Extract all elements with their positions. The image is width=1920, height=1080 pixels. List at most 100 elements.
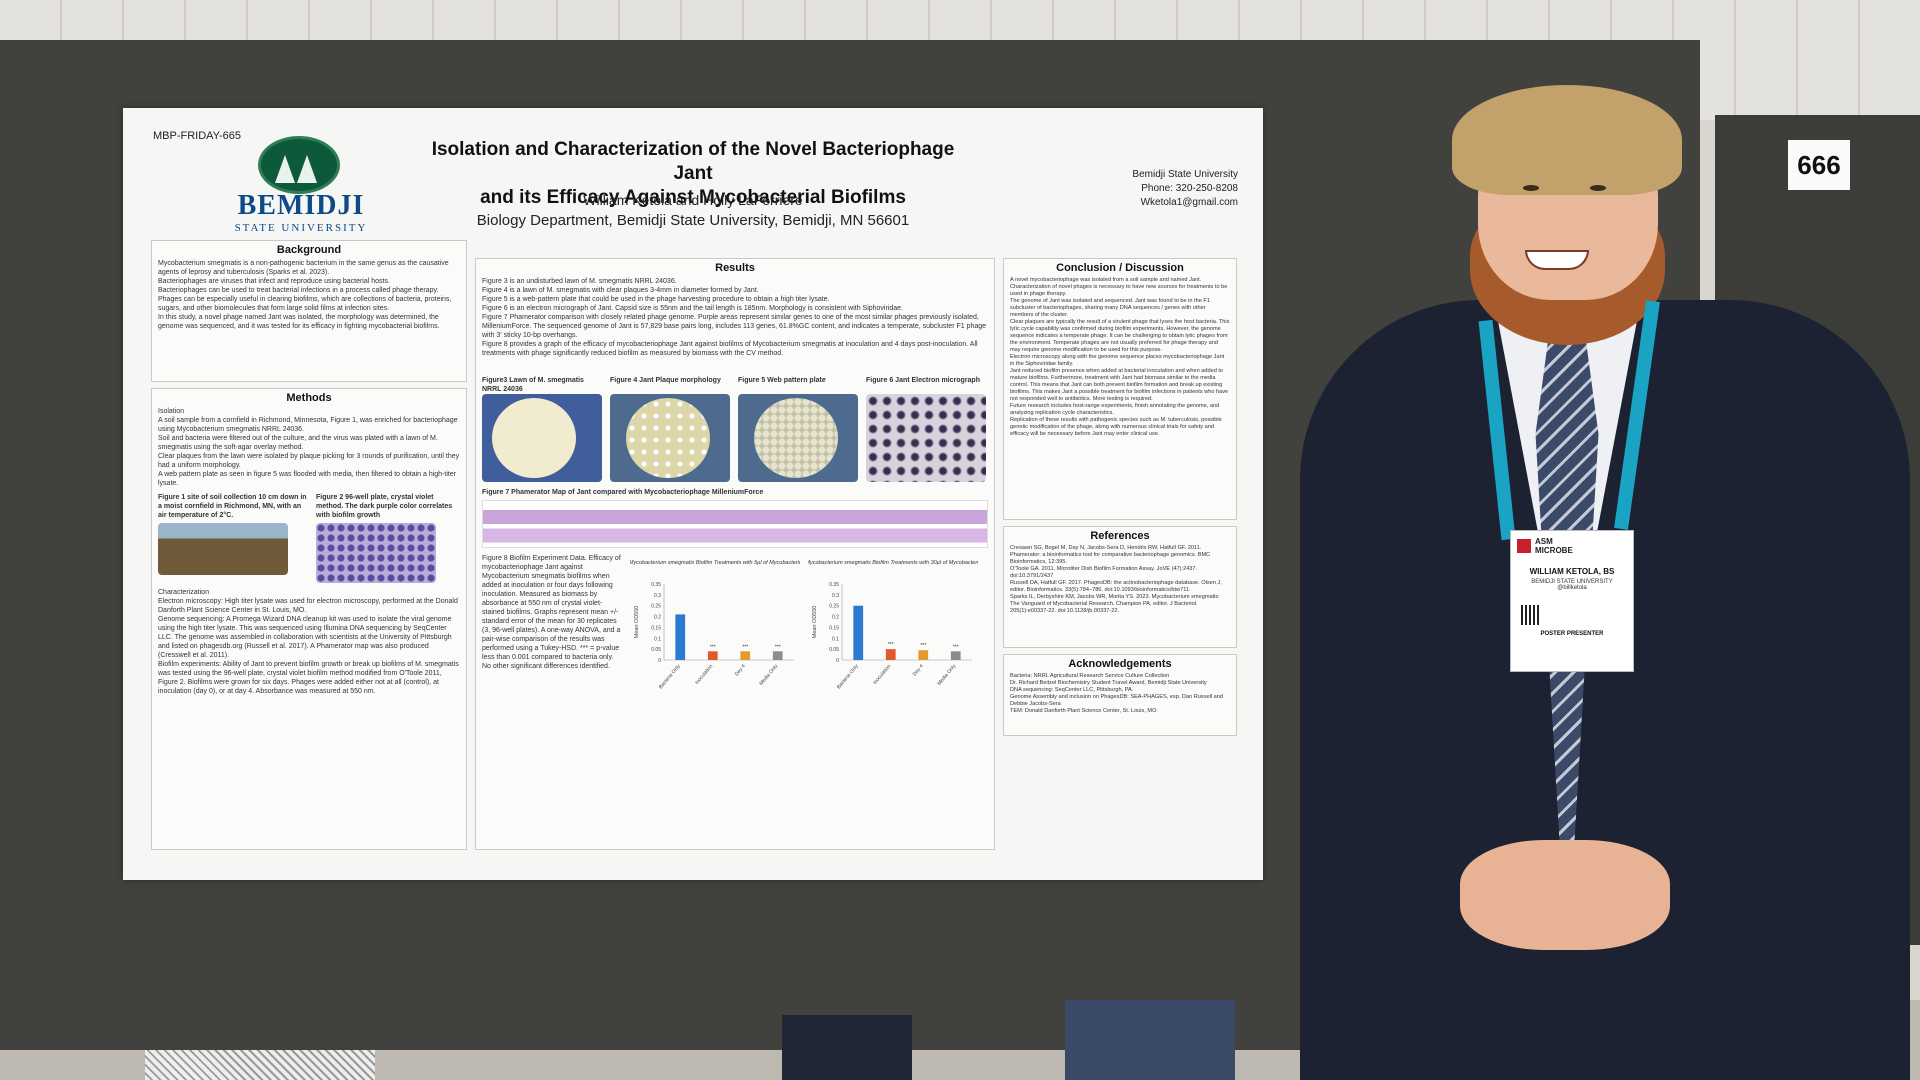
- bullet-item: Bacteriophages are viruses that infect a…: [158, 278, 390, 285]
- bullet-item: Figure 5 is a web-pattern plate that cou…: [482, 296, 830, 303]
- y-axis-label: Mean OD550: [812, 606, 818, 639]
- well-plate-photo: [316, 523, 436, 583]
- bystander-dress: [145, 1050, 375, 1080]
- ack-item: TEM: Donald Danforth Plant Science Cente…: [1010, 708, 1157, 714]
- asm-logo-icon: [1517, 539, 1531, 553]
- figure-8: Figure 8 Biofilm Experiment Data. Effica…: [476, 548, 994, 710]
- conclusion-heading: Conclusion / Discussion: [1056, 262, 1184, 274]
- subsection-label: Isolation: [158, 408, 185, 415]
- badge-role: POSTER PRESENTER: [1540, 631, 1604, 637]
- petri-plate: [626, 398, 710, 478]
- bullet-item: Replication of these results with pathog…: [1010, 417, 1222, 437]
- badge-affiliation: BEMIDJI STATE UNIVERSITY: [1531, 579, 1613, 585]
- bar: [853, 605, 864, 660]
- references-panel: References Cresawn SG, Bogel M, Day N, J…: [1003, 526, 1237, 648]
- x-tick-label: Bacteria Only: [658, 663, 682, 690]
- y-tick-label: 0.35: [829, 582, 839, 588]
- references-heading: References: [1090, 530, 1150, 542]
- methods-heading: Methods: [286, 392, 332, 404]
- y-tick-label: 0.15: [651, 625, 661, 631]
- biofilm-chart-5ul: Mycobacterium smegmatis Biofilm Treatmen…: [630, 560, 800, 690]
- x-tick-label: Media Only: [936, 663, 957, 687]
- figure-3-title: Figure3 Lawn of M. smegmatis NRRL 24036: [482, 377, 584, 393]
- bullet-item: Genome sequencing: A Promega Wizard DNA …: [158, 616, 452, 659]
- y-tick-label: 0.2: [832, 615, 839, 621]
- bar: [950, 651, 961, 660]
- figure-2-caption: Figure 2 96-well plate, crystal violet m…: [316, 494, 453, 519]
- ack-item: Genome Assembly and inclusion on PhagesD…: [1010, 694, 1223, 707]
- bullet-item: A novel mycobacteriophage was isolated f…: [1010, 277, 1202, 283]
- figure-6: Figure 6 Jant Electron micrograph: [866, 376, 988, 482]
- significance-label: ***: [920, 643, 926, 649]
- reference-item: Cresawn SG, Bogel M, Day N, Jacobs-Sera …: [1010, 545, 1211, 565]
- plate-figures: Figure3 Lawn of M. smegmatis NRRL 24036 …: [476, 376, 994, 482]
- x-tick-label: Media Only: [758, 663, 779, 687]
- university-name: BEMIDJI: [237, 190, 365, 221]
- bullet-item: Clear plaques from the lawn were isolate…: [158, 453, 460, 469]
- results-panel: Results Figure 3 is an undisturbed lawn …: [475, 258, 995, 850]
- background-panel: Background Mycobacterium smegmatis is a …: [151, 240, 467, 382]
- significance-label: ***: [775, 644, 781, 650]
- bullet-item: Figure 3 is an undisturbed lawn of M. sm…: [482, 278, 677, 285]
- acknowledgements-list: Bacteria: NRRL Agricultural Research Ser…: [1004, 670, 1236, 718]
- ack-item: Dr. Richard Beitzel Biochemistry Student…: [1010, 680, 1207, 686]
- y-tick-label: 0.3: [832, 593, 839, 599]
- qr-code-icon: [1521, 605, 1541, 625]
- conclusion-list: A novel mycobacteriophage was isolated f…: [1004, 274, 1236, 441]
- bullet-item: A soil sample from a cornfield in Richmo…: [158, 417, 458, 433]
- electron-micrograph: [866, 394, 986, 482]
- bullet-item: A web pattern plate as seen in figure 5 …: [158, 471, 457, 487]
- university-subname: STATE UNIVERSITY: [234, 222, 368, 234]
- badge-org-line: ASM: [1535, 537, 1553, 546]
- conclusion-panel: Conclusion / Discussion A novel mycobact…: [1003, 258, 1237, 520]
- bullet-item: Bacteriophages can be used to treat bact…: [158, 287, 439, 294]
- bullet-item: Electron microscopy: High titer lysate w…: [158, 598, 458, 614]
- badge-org: ASM MICROBE: [1535, 537, 1573, 555]
- bystander-legs: [782, 1015, 912, 1080]
- figure-4-title: Figure 4 Jant Plaque morphology: [610, 377, 721, 384]
- x-tick-label: Bacteria Only: [836, 663, 860, 690]
- name-badge: ASM MICROBE WILLIAM KETOLA, BS BEMIDJI S…: [1510, 530, 1634, 672]
- chart-title: Mycobacterium smegmatis Biofilm Treatmen…: [630, 560, 800, 566]
- bullet-item: In this study, a novel phage named Jant …: [158, 314, 440, 330]
- bullet-item: Clear plaques are typically the result o…: [1010, 319, 1230, 353]
- bullet-item: Phages can be especially useful in clear…: [158, 296, 452, 312]
- figure-8-caption: Figure 8 Biofilm Experiment Data. Effica…: [482, 555, 621, 670]
- badge-handle: @billketola: [1557, 585, 1587, 591]
- bar: [885, 649, 896, 660]
- characterization-list: Characterization Electron microscopy: Hi…: [152, 585, 466, 699]
- significance-label: ***: [742, 644, 748, 650]
- bystander-legs: [1065, 1000, 1235, 1080]
- ack-item: DNA sequencing: SeqCenter LLC, Pittsburg…: [1010, 687, 1134, 693]
- methods-figures: Figure 1 site of soil collection 10 cm d…: [152, 491, 466, 585]
- bar: [707, 651, 718, 660]
- bullet-item: Characterization of novel phages is nece…: [1010, 284, 1228, 297]
- web-plate-photo: [738, 394, 858, 482]
- significance-label: ***: [953, 644, 959, 650]
- figure-4: Figure 4 Jant Plaque morphology: [610, 376, 732, 482]
- x-tick-label: Day 4: [912, 663, 925, 677]
- y-tick-label: 0: [658, 658, 661, 664]
- university-logo: [258, 136, 340, 194]
- bar: [675, 614, 686, 660]
- y-tick-label: 0.05: [829, 647, 839, 653]
- title-line-1: Isolation and Characterization of the No…: [431, 139, 955, 184]
- badge-name: WILLIAM KETOLA, BS: [1529, 567, 1615, 576]
- background-heading: Background: [276, 244, 342, 256]
- poster-department: Biology Department, Bemidji State Univer…: [476, 212, 910, 229]
- methods-panel: Methods Isolation A soil sample from a c…: [151, 388, 467, 850]
- x-tick-label: Day 4: [734, 663, 747, 677]
- contact-line: Phone: 320-250-8208: [1141, 183, 1238, 194]
- y-tick-label: 0.1: [832, 636, 839, 642]
- poster-id: MBP-FRIDAY-665: [153, 130, 242, 142]
- y-tick-label: 0.3: [654, 593, 661, 599]
- significance-label: ***: [888, 642, 894, 648]
- y-tick-label: 0.1: [654, 636, 661, 642]
- bar: [740, 651, 751, 660]
- bullet-item: Biofilm experiments: Ability of Jant to …: [158, 661, 459, 695]
- research-poster: MBP-FRIDAY-665 BEMIDJI STATE UNIVERSITY …: [123, 108, 1263, 880]
- presenter-smile: [1525, 250, 1589, 270]
- presenter-eye: [1590, 185, 1606, 191]
- references-list: Cresawn SG, Bogel M, Day N, Jacobs-Sera …: [1004, 542, 1236, 618]
- bullet-item: Figure 4 is a lawn of M. smegmatis with …: [482, 287, 759, 294]
